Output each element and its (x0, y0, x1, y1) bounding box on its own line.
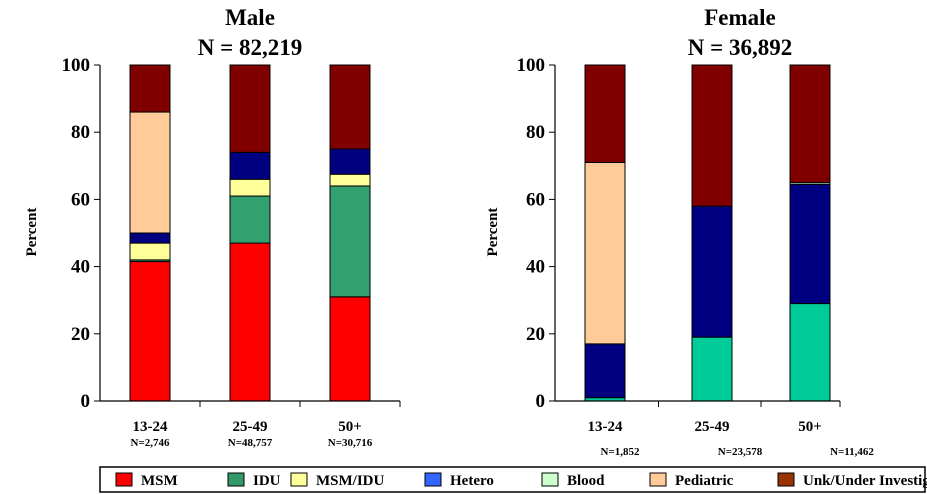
female-y-ticks: 0 20 40 60 80 100 (517, 55, 841, 412)
female-bars (584, 64, 831, 402)
bar-segment-50+-unk-under-investigation (789, 64, 831, 184)
y-tick-label: 100 (517, 55, 546, 76)
legend-label-hetero: Hetero (450, 473, 494, 489)
bar-segment-25-49-hetero (229, 151, 271, 180)
legend-swatch-msm (115, 472, 133, 487)
bar-segment-25-49-unk-under-investigation (691, 64, 733, 207)
bar-segment-50+-idu (789, 303, 831, 402)
x-tick-label: 25-49 (233, 419, 268, 435)
y-tick-label: 60 (526, 189, 545, 210)
category-n-label: N=30,716 (328, 437, 373, 449)
male-chart-title: Male (225, 5, 275, 30)
male-category-labels: 13-24 N=2,746 25-49 N=48,757 50+ N=30,716 (131, 419, 373, 449)
female-chart-subtitle: N = 36,892 (688, 35, 792, 60)
male-panel: Male N = 82,219 Percent 0 20 40 60 80 100 13-… (24, 5, 401, 449)
male-y-ticks: 0 20 40 60 80 100 (62, 55, 401, 412)
male-y-axis-label: Percent (24, 208, 40, 257)
legend-swatch-idu (227, 472, 245, 487)
legend: MSM IDU MSM/IDU Hetero Blood Pediatric Unk/Und… (99, 466, 927, 493)
female-y-axis-label: Percent (485, 208, 501, 257)
male-bars (129, 64, 371, 402)
male-chart-subtitle: N = 82,219 (198, 35, 302, 60)
legend-label-blood: Blood (567, 473, 605, 489)
bar-segment-50+-idu (329, 185, 371, 298)
legend-swatch-pediatric (649, 472, 667, 487)
female-chart-title: Female (704, 5, 776, 30)
x-tick-label: 25-49 (695, 419, 730, 435)
y-tick-label: 20 (526, 324, 545, 345)
x-tick-label: 50+ (338, 419, 362, 435)
category-n-label: N=2,746 (131, 437, 170, 449)
y-tick-label: 0 (81, 391, 91, 412)
bar-segment-25-49-msm (229, 242, 271, 402)
female-category-labels: 13-24 N=1,852 25-49 N=23,578 50+ N=11,462 (588, 419, 875, 458)
legend-swatch-blood (541, 472, 559, 487)
y-tick-label: 80 (526, 122, 545, 143)
bar-segment-13-24-pediatric (584, 161, 626, 345)
female-panel: Female N = 36,892 Percent 0 20 40 60 80 100 1… (485, 5, 874, 458)
legend-label-msm: MSM (141, 473, 178, 489)
y-tick-label: 0 (536, 391, 546, 412)
x-tick-label: 50+ (798, 419, 822, 435)
bar-segment-25-49-idu (691, 336, 733, 402)
y-tick-label: 40 (526, 257, 545, 278)
y-tick-label: 80 (71, 122, 90, 143)
category-n-label: N=23,578 (718, 446, 763, 458)
bar-segment-25-49-hetero (691, 205, 733, 338)
category-n-label: N=1,852 (601, 446, 640, 458)
bar-segment-50+-msm (329, 296, 371, 402)
category-n-label: N=11,462 (830, 446, 874, 458)
bar-segment-50+-unk-under-investigation (329, 64, 371, 150)
legend-swatch-unk-under-investigation (777, 472, 795, 487)
bar-segment-50+-msm-idu (329, 173, 371, 187)
legend-label-idu: IDU (253, 473, 281, 489)
bar-segment-13-24-unk-under-investigation (584, 64, 626, 163)
legend-label-pediatric: Pediatric (675, 473, 734, 489)
legend-box (99, 466, 926, 493)
legend-label-msm-idu: MSM/IDU (316, 473, 384, 489)
x-tick-label: 13-24 (588, 419, 623, 435)
bar-segment-25-49-idu (229, 195, 271, 244)
bar-segment-50+-hetero (329, 148, 371, 175)
legend-label-unk-under-investigation: Unk/Under Investigation (803, 473, 927, 489)
female-axes (554, 65, 840, 402)
legend-swatch-msm-idu (290, 472, 308, 487)
y-tick-label: 100 (62, 55, 91, 76)
bar-segment-25-49-unk-under-investigation (229, 64, 271, 153)
bar-segment-13-24-pediatric (129, 111, 171, 234)
bar-segment-25-49-msm-idu (229, 178, 271, 197)
bar-segment-13-24-msm (129, 261, 171, 402)
y-tick-label: 20 (71, 324, 90, 345)
bar-segment-13-24-hetero (584, 343, 626, 399)
male-axes (99, 65, 400, 402)
y-tick-label: 40 (71, 257, 90, 278)
category-n-label: N=48,757 (228, 437, 273, 449)
bar-segment-13-24-hetero (129, 232, 171, 244)
x-tick-label: 13-24 (133, 419, 168, 435)
bar-segment-13-24-unk-under-investigation (129, 64, 171, 113)
bar-segment-50+-hetero (789, 183, 831, 305)
y-tick-label: 60 (71, 189, 90, 210)
bar-segment-13-24-msm-idu (129, 242, 171, 261)
legend-swatch-hetero (424, 472, 442, 487)
